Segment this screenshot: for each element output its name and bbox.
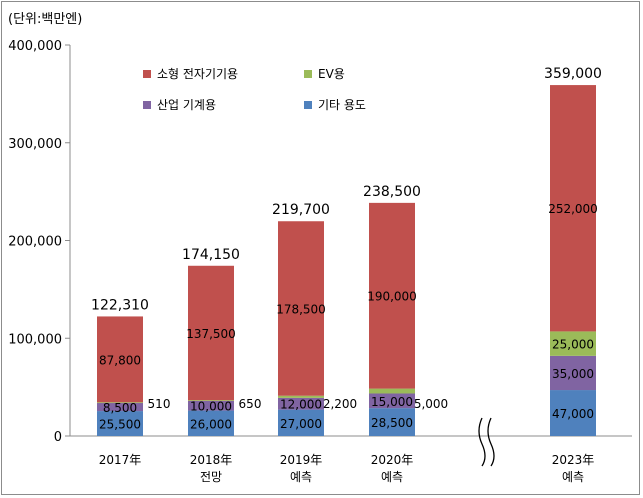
small-electronics-segment xyxy=(97,316,143,403)
other-segment xyxy=(278,409,324,436)
data-label: 47,000 xyxy=(552,407,594,421)
ev-segment xyxy=(188,400,234,401)
category-label: 예측 xyxy=(562,470,584,484)
data-label: 87,800 xyxy=(99,353,141,367)
category-label: 2019年 xyxy=(280,453,323,467)
bars-group xyxy=(97,85,596,436)
axis-group: 0 100,000 200,000 300,000 400,000 xyxy=(8,39,632,467)
data-label: 2,200 xyxy=(323,397,357,411)
unit-label: (단위:백만엔) xyxy=(8,12,82,27)
other-segment xyxy=(97,411,143,436)
data-label: 26,000 xyxy=(190,417,232,431)
total-label: 359,000 xyxy=(544,66,602,82)
category-label: 예측 xyxy=(381,470,403,484)
ev-segment xyxy=(97,402,143,404)
data-label: 27,000 xyxy=(280,417,322,431)
data-label: 510 xyxy=(148,397,171,411)
industrial-segment xyxy=(188,400,234,411)
category-label: 2018年 xyxy=(190,453,233,467)
data-label: 650 xyxy=(239,397,262,411)
other-segment xyxy=(188,410,234,436)
category-label: 2020年 xyxy=(371,453,414,467)
industrial-segment xyxy=(278,397,324,410)
data-label: 5,000 xyxy=(414,397,448,411)
industrial-segment xyxy=(97,402,143,412)
axis-break-mark xyxy=(478,417,486,467)
legend-label: 기타 용도 xyxy=(318,98,366,112)
category-label: 전망 xyxy=(200,470,222,484)
y-tick-label: 300,000 xyxy=(8,137,62,152)
small-electronics-segment xyxy=(369,202,415,389)
data-label: 28,500 xyxy=(371,416,413,430)
data-label: 15,000 xyxy=(371,395,413,409)
legend-swatch xyxy=(304,101,312,109)
other-segment xyxy=(369,408,415,436)
legend-label: 산업 기계용 xyxy=(157,98,216,112)
small-electronics-segment xyxy=(550,85,596,332)
legend-swatch xyxy=(143,70,151,78)
y-tick-label: 400,000 xyxy=(8,39,62,54)
total-label: 122,310 xyxy=(91,297,149,313)
industrial-segment xyxy=(550,355,596,391)
ev-segment xyxy=(278,395,324,398)
category-label: 2017年 xyxy=(99,453,142,467)
total-label: 174,150 xyxy=(182,247,240,263)
data-label: 12,000 xyxy=(280,398,322,412)
legend-swatch xyxy=(143,101,151,109)
axis-break-mark xyxy=(487,417,495,467)
data-label: 25,500 xyxy=(99,418,141,432)
small-electronics-segment xyxy=(278,221,324,396)
ev-segment xyxy=(369,388,415,394)
category-label: 예측 xyxy=(290,470,312,484)
total-label: 238,500 xyxy=(363,184,421,200)
data-label: 190,000 xyxy=(367,290,417,304)
data-label: 35,000 xyxy=(552,367,594,381)
other-segment xyxy=(550,390,596,436)
category-label: 2023年 xyxy=(552,453,595,467)
legend-label: EV용 xyxy=(318,67,345,81)
data-label: 25,000 xyxy=(552,338,594,352)
legend-swatch xyxy=(304,70,312,78)
legend-label: 소형 전자기기용 xyxy=(157,67,238,81)
y-tick-label: 0 xyxy=(54,430,62,445)
y-tick-label: 100,000 xyxy=(8,332,62,347)
ev-segment xyxy=(550,331,596,356)
data-label: 10,000 xyxy=(190,400,232,414)
data-label: 178,500 xyxy=(276,302,326,316)
labels-group: 25,500 8,500 510 87,800 122,310 2017年 26,000 10… xyxy=(91,66,602,484)
small-electronics-segment xyxy=(188,265,234,401)
data-label: 8,500 xyxy=(103,401,137,415)
industrial-segment xyxy=(369,393,415,409)
y-tick-label: 200,000 xyxy=(8,235,62,250)
data-label: 137,500 xyxy=(186,327,236,341)
total-label: 219,700 xyxy=(272,202,330,218)
data-label: 252,000 xyxy=(548,202,598,216)
